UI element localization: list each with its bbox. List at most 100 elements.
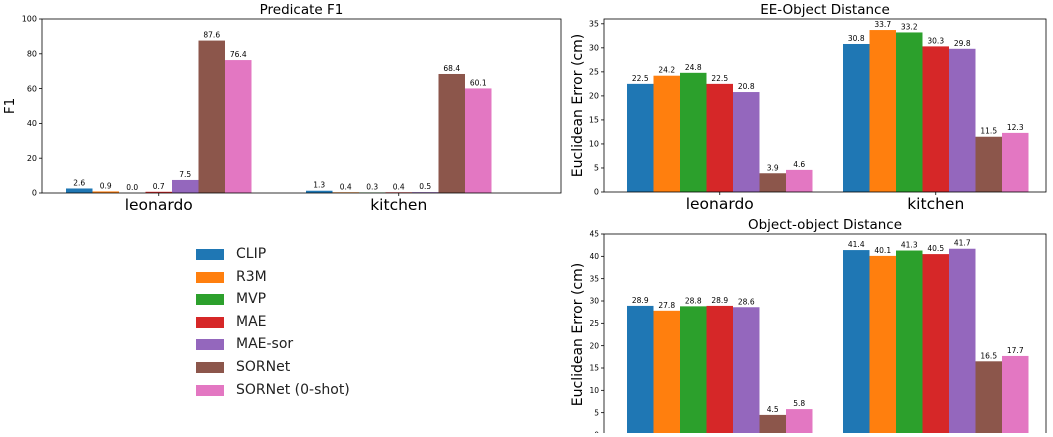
data-label-sornet-0-shot-leonardo: 4.6 [793, 160, 805, 169]
data-label-mae-kitchen: 30.3 [927, 36, 944, 45]
bar-sornet-0-shot-leonardo [225, 60, 252, 194]
data-label-clip-leonardo: 22.5 [632, 74, 649, 83]
data-label-r3m-kitchen: 33.7 [874, 20, 891, 29]
y-tick-label: 15 [589, 364, 599, 373]
chart-object-object-distance: Object-object Distance Euclidean Error (c… [570, 217, 1047, 437]
data-label-sornet-0-shot-leonardo: 5.8 [793, 399, 805, 408]
bar-mae-kitchen [922, 254, 949, 435]
legend-item-clip: CLIP [196, 244, 366, 267]
plot-frame [603, 18, 1047, 193]
data-label-clip-kitchen: 1.3 [313, 181, 325, 190]
bar-sornet-0-shot-leonardo [786, 409, 813, 435]
x-tick-label-leonardo: leonardo [686, 195, 754, 213]
y-tick-label: 15 [589, 116, 599, 125]
data-label-clip-kitchen: 41.4 [848, 240, 865, 249]
y-axis-title: F1 [2, 98, 18, 114]
y-tick-label: 25 [589, 68, 599, 77]
data-label-mae-sor-kitchen: 0.5 [419, 182, 431, 191]
y-tick-label: 40 [27, 119, 37, 128]
legend-label-r3m: R3M [236, 268, 267, 285]
chart-title: Object-object Distance [748, 217, 902, 233]
bar-mae-sor-leonardo [172, 179, 199, 193]
y-tick-label: 5 [594, 408, 599, 417]
data-label-sornet-leonardo: 3.9 [767, 163, 779, 172]
data-label-sornet-leonardo: 87.6 [203, 31, 220, 40]
data-label-sornet-kitchen: 11.5 [980, 127, 997, 136]
x-tick-label-kitchen: kitchen [907, 195, 964, 213]
data-label-mae-kitchen: 40.5 [927, 244, 944, 253]
data-label-mae-leonardo: 28.9 [711, 296, 728, 305]
bar-mae-sor-kitchen [949, 248, 976, 435]
legend-item-sornet: SORNet [196, 357, 366, 380]
y-tick-label: 35 [589, 274, 599, 283]
chart-predicate-f1: Predicate F1 F1 2.6 1.3 0.9 0.4 0.0 0.3 0.7 0.4 7.… [2, 2, 562, 214]
data-label-sornet-0-shot-kitchen: 12.3 [1007, 123, 1024, 132]
bar-clip-kitchen [306, 190, 333, 193]
data-label-mae-leonardo: 22.5 [711, 74, 728, 83]
y-tick-label: 0 [32, 189, 37, 198]
data-label-mvp-kitchen: 33.2 [901, 22, 918, 31]
legend-label-sornet-0-shot: SORNet (0-shot) [236, 381, 350, 398]
data-label-mvp-leonardo: 28.8 [685, 296, 702, 305]
y-tick-label: 20 [589, 341, 599, 350]
y-tick-label: 100 [22, 15, 37, 24]
data-label-r3m-leonardo: 24.2 [658, 66, 675, 75]
data-label-clip-leonardo: 2.6 [73, 178, 85, 187]
bar-sornet-kitchen [438, 73, 465, 193]
y-tick-label: 60 [27, 84, 37, 93]
bar-mae-sor-leonardo [733, 92, 760, 192]
data-label-mvp-kitchen: 0.3 [366, 182, 378, 191]
y-tick-label: 30 [589, 44, 599, 53]
legend-item-mae: MAE [196, 312, 366, 335]
bar-r3m-kitchen [869, 30, 896, 192]
data-label-mae-leonardo: 0.7 [153, 182, 165, 191]
data-label-mae-sor-kitchen: 41.7 [954, 239, 971, 248]
bar-mvp-kitchen [896, 250, 923, 435]
data-label-sornet-0-shot-kitchen: 17.7 [1007, 346, 1024, 355]
legend-swatch-r3m [196, 271, 224, 283]
bar-clip-leonardo [627, 83, 654, 192]
bar-mae-sor-kitchen [949, 48, 976, 192]
data-label-clip-kitchen: 30.8 [848, 34, 865, 43]
legend-item-sornet-0-shot: SORNet (0-shot) [196, 380, 366, 403]
bar-clip-leonardo [627, 305, 654, 435]
bar-sornet-0-shot-kitchen [1002, 355, 1029, 435]
data-label-sornet-leonardo: 4.5 [767, 405, 779, 414]
data-label-mae-sor-leonardo: 20.8 [738, 82, 755, 91]
legend: CLIP R3M MVP MAE MAE-sor SORNet SORNet (… [196, 244, 366, 402]
bar-mae-leonardo [706, 305, 733, 435]
legend-swatch-sornet [196, 361, 224, 373]
bar-r3m-leonardo [653, 75, 680, 192]
data-label-mvp-leonardo: 0.0 [126, 183, 138, 192]
data-label-mae-sor-kitchen: 29.8 [954, 39, 971, 48]
legend-label-mvp: MVP [236, 291, 267, 308]
bar-r3m-leonardo [653, 310, 680, 435]
y-tick-label: 80 [27, 50, 37, 59]
legend-item-mvp: MVP [196, 289, 366, 312]
x-tick-label-kitchen: kitchen [370, 196, 427, 214]
y-tick-label: 30 [589, 297, 599, 306]
bar-mae-leonardo [145, 191, 172, 193]
bar-sornet-0-shot-leonardo [786, 169, 813, 192]
chart-title: Predicate F1 [260, 2, 344, 18]
bar-sornet-leonardo [198, 40, 225, 193]
data-label-r3m-leonardo: 0.9 [100, 181, 112, 190]
bar-sornet-0-shot-kitchen [1002, 132, 1029, 192]
bar-clip-kitchen [843, 43, 870, 192]
data-label-mae-sor-leonardo: 28.6 [738, 297, 755, 306]
y-axis-title: Euclidean Error (cm) [570, 34, 586, 177]
legend-label-mae-sor: MAE-sor [236, 336, 294, 353]
bar-mvp-leonardo [680, 306, 707, 435]
legend-swatch-sornet-0-shot [196, 384, 224, 396]
y-tick-label: 0 [594, 188, 599, 197]
bar-sornet-kitchen [975, 361, 1002, 435]
chart-title: EE-Object Distance [760, 2, 890, 18]
legend-swatch-mae [196, 316, 224, 328]
y-tick-label: 5 [594, 164, 599, 173]
data-label-sornet-0-shot-leonardo: 76.4 [230, 50, 247, 59]
bar-r3m-kitchen [869, 255, 896, 435]
legend-item-mae-sor: MAE-sor [196, 334, 366, 357]
plot-frame [41, 18, 562, 194]
